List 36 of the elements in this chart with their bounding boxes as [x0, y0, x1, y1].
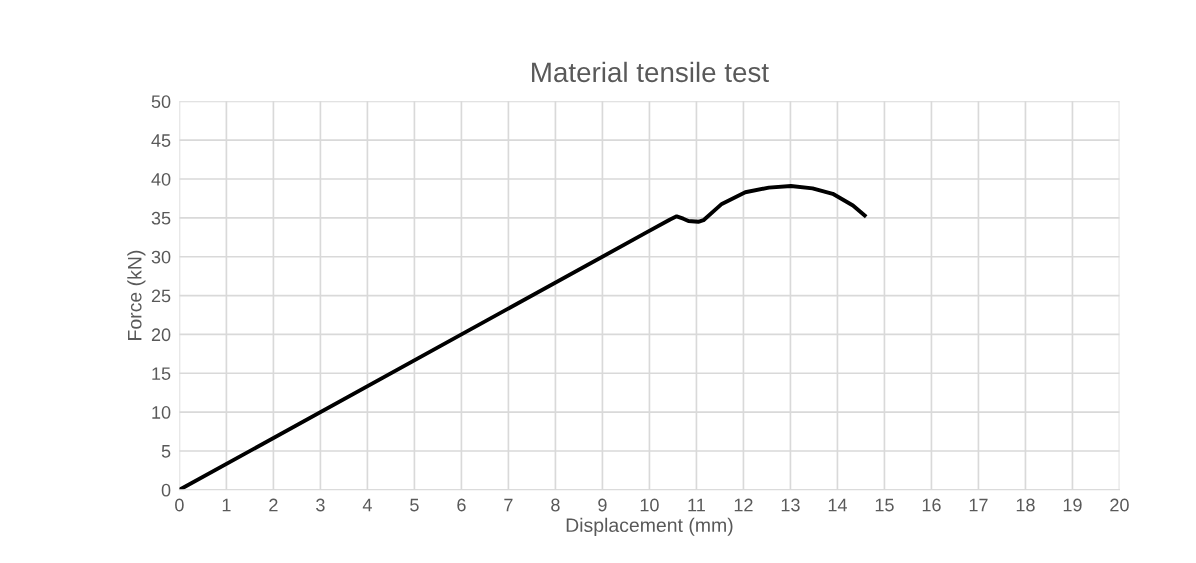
x-tick-label: 3: [316, 498, 325, 512]
x-tick-label: 1: [222, 498, 231, 512]
x-tick-label: 8: [551, 498, 560, 512]
y-tick-label: 35: [151, 211, 171, 225]
y-tick-label: 25: [151, 289, 171, 303]
x-tick-label: 0: [175, 498, 184, 512]
y-axis-title: Force (kN): [127, 250, 146, 340]
y-tick-label: 45: [151, 134, 171, 147]
x-tick-label: 15: [875, 498, 894, 512]
y-tick-label: 50: [151, 95, 171, 109]
y-tick-label: 20: [151, 328, 171, 342]
x-tick-label: 7: [504, 498, 513, 512]
x-tick-label: 6: [457, 498, 466, 512]
x-axis-title: Displacement (mm): [566, 517, 733, 536]
x-tick-label: 12: [734, 498, 753, 512]
x-tick-label: 14: [828, 498, 847, 512]
x-tick-label: 10: [640, 498, 659, 512]
x-tick-label: 5: [410, 498, 419, 512]
x-tick-label: 9: [598, 498, 607, 512]
x-tick-label: 11: [688, 498, 705, 512]
x-tick-label: 17: [969, 498, 988, 512]
x-tick-label: 16: [922, 498, 941, 512]
x-tick-label: 4: [362, 498, 372, 512]
y-tick-label: 30: [151, 250, 171, 264]
y-tick-label: 15: [152, 367, 171, 380]
y-tick-label: 40: [151, 172, 171, 186]
y-tick-label: 0: [161, 483, 171, 497]
chart-title: Material tensile test: [532, 61, 769, 83]
x-tick-label: 2: [269, 498, 278, 512]
x-tick-label: 19: [1063, 498, 1082, 512]
x-tick-label: 20: [1110, 498, 1129, 512]
x-tick-label: 18: [1016, 498, 1035, 512]
y-tick-label: 5: [161, 445, 171, 458]
y-tick-label: 10: [152, 406, 171, 419]
line-series: [179, 184, 867, 490]
x-tick-label: 13: [781, 498, 800, 512]
